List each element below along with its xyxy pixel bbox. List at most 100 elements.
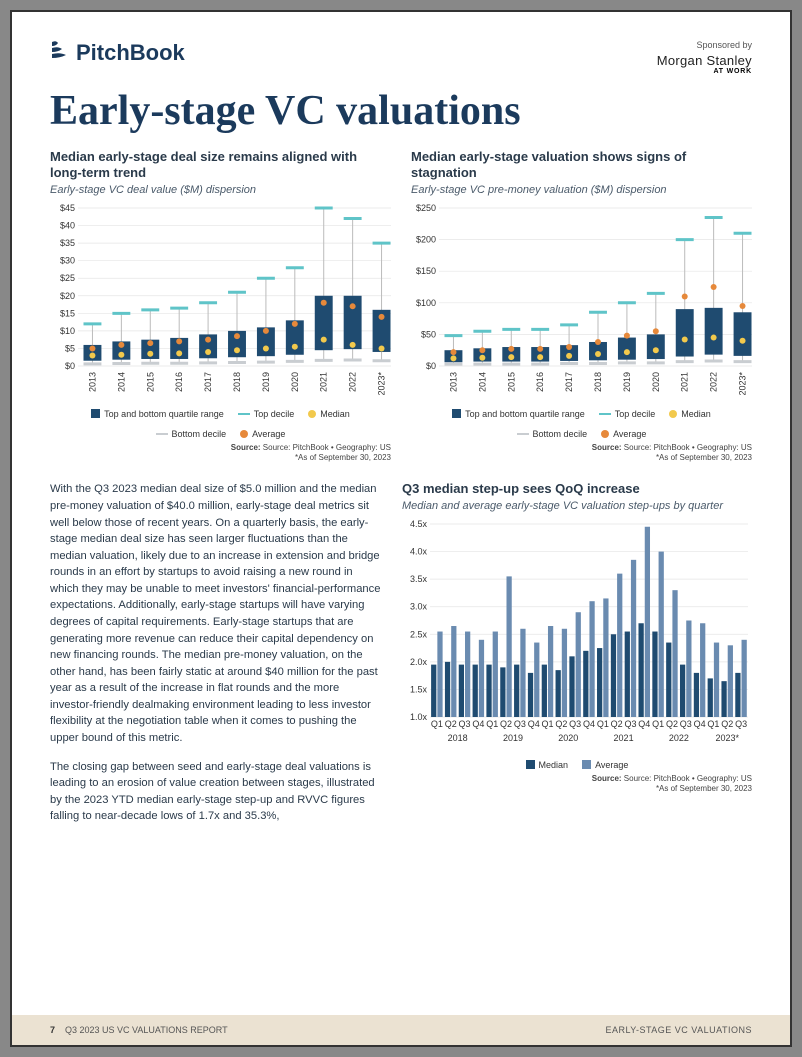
svg-text:2020: 2020 [558,733,578,743]
page-title: Early-stage VC valuations [50,89,752,133]
svg-text:2022: 2022 [348,372,358,392]
svg-text:Q2: Q2 [445,719,457,729]
svg-text:Q4: Q4 [694,719,706,729]
svg-text:2017: 2017 [564,372,574,392]
svg-text:Q2: Q2 [500,719,512,729]
svg-text:2023*: 2023* [377,371,387,395]
chart3-legend: Median Average [402,760,752,770]
svg-text:$15: $15 [60,308,75,318]
svg-text:2020: 2020 [290,372,300,392]
sponsor-sub: AT WORK [657,68,752,75]
footer-report: Q3 2023 US VC VALUATIONS REPORT [65,1025,228,1035]
page: PitchBook Sponsored by Morgan Stanley AT… [10,10,792,1047]
logo-text: PitchBook [76,40,185,66]
svg-text:$250: $250 [416,203,436,213]
page-footer: 7 Q3 2023 US VC VALUATIONS REPORT EARLY-… [12,1015,790,1045]
svg-text:4.5x: 4.5x [410,519,428,529]
chart2-title: Median early-stage valuation shows signs… [411,149,752,182]
svg-text:3.5x: 3.5x [410,574,428,584]
chart3-title: Q3 median step-up sees QoQ increase [402,481,752,497]
body-text-col: With the Q3 2023 median deal size of $5.… [50,481,382,837]
svg-text:Q4: Q4 [472,719,484,729]
chart3-source: Source: Source: PitchBook • Geography: U… [402,774,752,795]
svg-text:Q2: Q2 [611,719,623,729]
chart1-source: Source: Source: PitchBook • Geography: U… [50,443,391,464]
svg-text:2.0x: 2.0x [410,656,428,666]
chart3-svg: 1.0x1.5x2.0x2.5x3.0x3.5x4.0x4.5xQ1Q2Q3Q4… [402,518,752,753]
svg-text:Q2: Q2 [721,719,733,729]
svg-text:3.0x: 3.0x [410,601,428,611]
footer-left: 7 Q3 2023 US VC VALUATIONS REPORT [50,1025,228,1035]
svg-text:Q1: Q1 [597,719,609,729]
sponsor-name: Morgan Stanley [657,53,752,68]
svg-text:Q1: Q1 [486,719,498,729]
sponsor-block: Sponsored by Morgan Stanley AT WORK [657,40,752,75]
svg-text:$40: $40 [60,220,75,230]
svg-text:$45: $45 [60,203,75,213]
body-p1: With the Q3 2023 median deal size of $5.… [50,481,382,746]
chart2-col: Median early-stage valuation shows signs… [411,149,752,463]
svg-text:2015: 2015 [145,372,155,392]
svg-text:$30: $30 [60,255,75,265]
svg-text:2022: 2022 [709,372,719,392]
legend-c3-median: Median [526,760,569,770]
chart1-svg: $0$5$10$15$20$25$30$35$40$45201320142015… [50,202,391,402]
pitchbook-icon [50,40,72,66]
svg-text:2018: 2018 [593,372,603,392]
svg-text:2015: 2015 [506,372,516,392]
svg-text:4.0x: 4.0x [410,546,428,556]
svg-text:$150: $150 [416,266,436,276]
brand-logo: PitchBook [50,40,185,66]
svg-text:$0: $0 [65,361,75,371]
svg-text:Q1: Q1 [707,719,719,729]
chart1-col: Median early-stage deal size remains ali… [50,149,391,463]
legend-quartile: Top and bottom quartile range [91,409,224,419]
chart1-subtitle: Early-stage VC deal value ($M) dispersio… [50,184,391,196]
chart2-svg: $0 $50 $100 $150 $200 $250 2013 2014 2015 2016 201… [411,202,752,402]
page-number: 7 [50,1025,55,1035]
svg-text:2016: 2016 [174,372,184,392]
svg-text:1.0x: 1.0x [410,712,428,722]
svg-text:2016: 2016 [535,372,545,392]
legend-average: Average [240,429,285,439]
svg-text:2014: 2014 [477,372,487,392]
svg-text:Q3: Q3 [624,719,636,729]
chart3-col: Q3 median step-up sees QoQ increase Medi… [402,481,752,837]
svg-text:$10: $10 [60,325,75,335]
svg-text:2018: 2018 [232,372,242,392]
svg-text:2022: 2022 [669,733,689,743]
svg-text:$100: $100 [416,297,436,307]
content-area: PitchBook Sponsored by Morgan Stanley AT… [12,12,790,837]
chart2-subtitle: Early-stage VC pre-money valuation ($M) … [411,184,752,196]
svg-text:2020: 2020 [651,372,661,392]
chart3-subtitle: Median and average early-stage VC valuat… [402,500,752,512]
svg-text:$200: $200 [416,234,436,244]
chart2-legend: Top and bottom quartile range Top decile… [411,409,752,439]
chart1-legend: Top and bottom quartile range Top decile… [50,409,391,439]
svg-text:Q3: Q3 [514,719,526,729]
svg-text:2014: 2014 [116,372,126,392]
svg-text:$20: $20 [60,290,75,300]
svg-text:Q3: Q3 [569,719,581,729]
svg-text:2017: 2017 [203,372,213,392]
svg-text:Q2: Q2 [555,719,567,729]
svg-text:$0: $0 [426,361,436,371]
svg-text:2021: 2021 [680,372,690,392]
svg-text:2013: 2013 [87,372,97,392]
header-row: PitchBook Sponsored by Morgan Stanley AT… [50,40,752,75]
svg-text:1.5x: 1.5x [410,684,428,694]
svg-text:2023*: 2023* [738,371,748,395]
svg-text:Q2: Q2 [666,719,678,729]
svg-text:$50: $50 [421,329,436,339]
svg-text:Q4: Q4 [583,719,595,729]
svg-text:Q1: Q1 [542,719,554,729]
svg-text:Q4: Q4 [528,719,540,729]
svg-text:$25: $25 [60,273,75,283]
svg-text:Q1: Q1 [431,719,443,729]
svg-text:Q1: Q1 [652,719,664,729]
svg-text:2013: 2013 [448,372,458,392]
svg-text:Q3: Q3 [680,719,692,729]
svg-text:Q4: Q4 [638,719,650,729]
svg-text:2018: 2018 [448,733,468,743]
legend-c3-average: Average [582,760,628,770]
